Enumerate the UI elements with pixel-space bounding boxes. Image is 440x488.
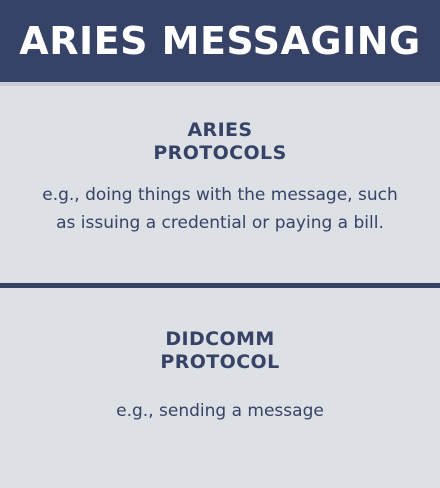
- aries-protocols-section: ARIES PROTOCOLS e.g., doing things with …: [0, 86, 440, 283]
- didcomm-protocol-description: e.g., sending a message: [0, 397, 440, 425]
- heading-line: PROTOCOL: [160, 351, 280, 373]
- header-divider: [0, 82, 440, 86]
- heading-line: DIDCOMM: [165, 328, 275, 350]
- didcomm-protocol-section: DIDCOMM PROTOCOL e.g., sending a message: [0, 288, 440, 488]
- header-title: ARIES MESSAGING: [19, 19, 421, 63]
- header-banner: ARIES MESSAGING: [0, 0, 440, 82]
- description-line: e.g., doing things with the message, suc…: [42, 185, 398, 205]
- aries-protocols-description: e.g., doing things with the message, suc…: [0, 181, 440, 237]
- heading-line: ARIES: [187, 119, 253, 141]
- didcomm-protocol-heading: DIDCOMM PROTOCOL: [0, 328, 440, 374]
- description-line: e.g., sending a message: [116, 401, 324, 421]
- aries-protocols-heading: ARIES PROTOCOLS: [0, 119, 440, 165]
- description-line: as issuing a credential or paying a bill…: [56, 213, 384, 233]
- heading-line: PROTOCOLS: [153, 142, 287, 164]
- layer-divider: [0, 283, 440, 288]
